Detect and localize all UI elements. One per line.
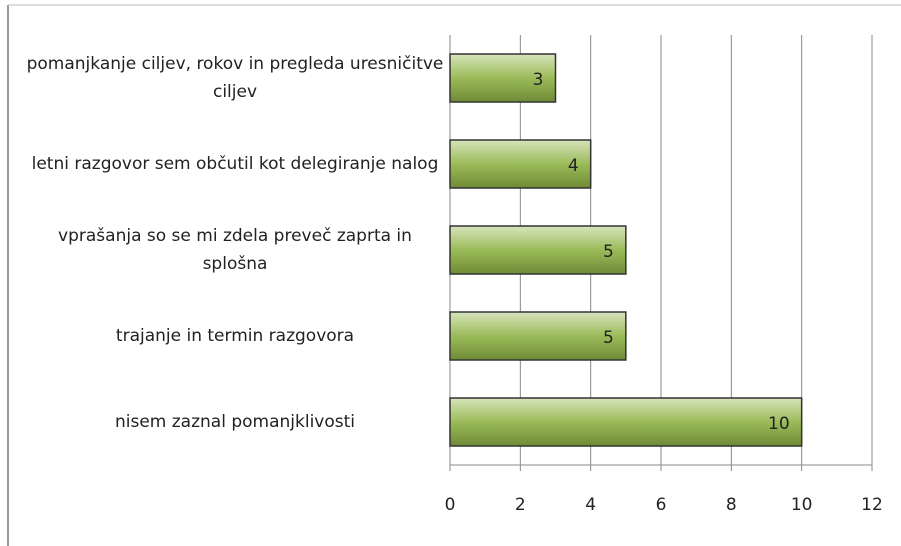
x-tick-label: 8 [726, 495, 737, 515]
y-tick-label: nisem zaznal pomanjklivosti [114, 412, 356, 432]
y-tick-label-box: trajanje in termin razgovora [115, 326, 355, 346]
value-label: 5 [603, 328, 614, 348]
y-tick-label: pomanjkanje ciljev, rokov in pregleda ur… [26, 54, 444, 102]
value-label: 3 [533, 70, 544, 90]
bar [449, 53, 557, 103]
value-label: 4 [568, 156, 579, 176]
y-tick-label: trajanje in termin razgovora [115, 326, 355, 346]
value-label: 5 [603, 242, 614, 262]
y-tick-label: letni razgovor sem občutil kot delegiran… [31, 154, 439, 174]
bar [449, 397, 803, 447]
x-tick-label: 2 [515, 495, 526, 515]
y-tick-label-box: letni razgovor sem občutil kot delegiran… [31, 154, 439, 174]
bar [449, 225, 627, 275]
x-tick-label: 4 [585, 495, 596, 515]
x-tick-label: 6 [656, 495, 667, 515]
x-tick-label: 10 [791, 495, 813, 515]
y-tick-label-box: vprašanja so se mi zdela preveč zaprta i… [58, 226, 412, 274]
value-label: 10 [768, 414, 790, 434]
bar [449, 139, 592, 189]
y-tick-label-box: nisem zaznal pomanjklivosti [114, 412, 356, 432]
x-tick-label: 0 [445, 495, 456, 515]
x-tick-label: 12 [861, 495, 883, 515]
bar [449, 311, 627, 361]
y-tick-label-box: pomanjkanje ciljev, rokov in pregleda ur… [26, 54, 444, 102]
y-tick-label: vprašanja so se mi zdela preveč zaprta i… [58, 226, 412, 274]
